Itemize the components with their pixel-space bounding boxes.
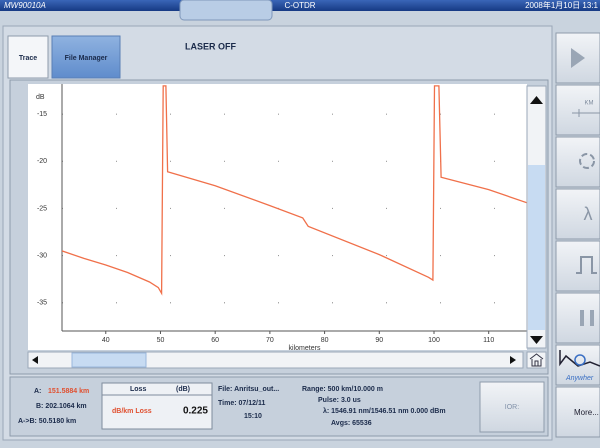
refresh-button[interactable] [555,136,600,188]
app-name: C-OTDR [284,1,315,10]
marker-a-value: 151.5884 km [48,388,89,395]
setting-wavelength: λ: 1546.91 nm/1546.51 nm 0.000 dBm [323,407,446,415]
x-axis-label: kilometers [289,345,321,352]
x-tick-label: 70 [266,337,274,344]
h-scrollbar[interactable] [27,351,524,369]
x-tick-label: 60 [211,337,219,344]
trace-line [62,85,527,296]
units-icon [572,109,600,117]
anywhere-icon [559,350,600,367]
y-tick-label: -15 [37,111,47,118]
x-tick-label: 80 [321,337,329,344]
more-label: More... [574,408,599,417]
anywhere-label: Anywher [565,375,594,382]
marker-b: B: 202.1064 km [36,403,87,410]
units-label: KM [585,101,594,107]
pulse-icon [576,256,597,274]
datetime: 2008年1月10日 13:1 [525,0,598,10]
loss-unit: (dB) [176,386,190,393]
units-button[interactable] [555,84,600,136]
setting-range: Range: 500 km/10.000 m [302,386,383,393]
run-icon [571,48,585,68]
tab-label: File Manager [65,55,108,62]
tab-notch [179,0,273,21]
loss-label: dB/km Loss [112,408,152,415]
scroll-down[interactable] [530,336,543,344]
loss-value: 0.225 [183,406,208,417]
y-unit: dB [36,94,45,101]
y-tick-label: -30 [37,252,47,259]
file-name: File: Anritsu_out... [218,386,279,393]
wavelength-button[interactable] [555,188,600,240]
info-panel [9,376,549,437]
setting-avgs: Avgs: 65536 [331,420,372,427]
x-tick-label: 90 [375,337,383,344]
laser-status: LASER OFF [185,41,237,51]
h-scroll-thumb[interactable] [71,352,147,368]
plot-area [28,84,527,350]
title-bar [0,0,600,11]
x-tick-label: 110 [483,337,494,344]
v-scroll-thumb[interactable] [528,165,545,330]
x-tick-label: 100 [428,337,440,344]
pause-icon [580,310,594,326]
ior-label: IOR: [505,404,519,411]
setting-pulse: Pulse: 3.0 us [318,397,361,404]
loss-box [101,382,213,430]
tab-trace[interactable] [7,35,49,79]
tab-label: Trace [19,55,37,62]
file-clock: 15:10 [244,413,262,420]
tab-file-manager[interactable] [51,35,121,79]
wavelength-label: λ [584,204,593,224]
x-tick-label: 40 [102,337,110,344]
x-tick-label: 50 [157,337,165,344]
more-button[interactable] [555,386,600,438]
scroll-up[interactable] [530,96,543,104]
scroll-right[interactable] [510,356,516,364]
loss-header: Loss [130,386,146,393]
scroll-left[interactable] [32,356,38,364]
pulse-button[interactable] [555,240,600,292]
marker-a-label: A: [34,388,41,395]
home-icon [529,353,544,367]
refresh-icon [579,153,595,169]
plot: dB -15 -20 -25 -30 -35 40 50 60 70 80 90 100 110 kilom… [36,84,527,352]
y-tick-label: -35 [37,300,47,307]
file-time: Time: 07/12/11 [218,400,265,407]
ior-button[interactable] [479,381,545,433]
marker-ab: A->B: 50.5180 km [18,418,76,425]
y-tick-label: -25 [37,205,47,212]
anywhere-ring [574,354,586,366]
model: MW90010A [4,1,46,10]
y-tick-label: -20 [37,158,47,165]
